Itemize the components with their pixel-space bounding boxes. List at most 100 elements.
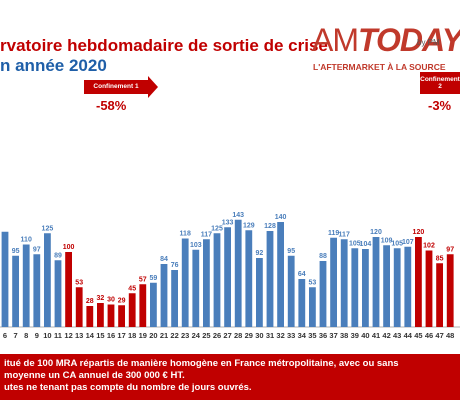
- x-tick-23: 23: [181, 331, 189, 340]
- x-tick-15: 15: [96, 331, 104, 340]
- logo-by-label: by PM: [417, 38, 440, 47]
- bar-label-week-30: 92: [256, 250, 264, 257]
- x-tick-39: 39: [351, 331, 359, 340]
- footer-note: itué de 100 MRA répartis de manière homo…: [0, 354, 460, 400]
- page-title: rvatoire hebdomadaire de sortie de crise: [0, 36, 328, 55]
- x-tick-26: 26: [213, 331, 221, 340]
- bar-week-7: [12, 255, 19, 327]
- bar-week-10: [44, 233, 51, 327]
- bar-label-week-37: 119: [328, 230, 339, 237]
- footer-line-2: moyenne un CA annuel de 300 000 € HT.: [4, 370, 185, 381]
- bar-label-week-44: 107: [402, 239, 414, 246]
- x-tick-41: 41: [372, 331, 380, 340]
- logo-tagline: L'AFTERMARKET À LA SOURCE: [313, 62, 446, 72]
- bar-label-week-14: 28: [86, 298, 94, 305]
- bar-week-15: [97, 303, 104, 327]
- x-tick-8: 8: [24, 331, 28, 340]
- bar-week-31: [266, 231, 274, 327]
- bar-label-week-24: 103: [190, 242, 202, 249]
- x-tick-44: 44: [404, 331, 413, 340]
- bar-label-week-23: 118: [180, 231, 191, 238]
- bar-label-week-34: 64: [298, 271, 306, 278]
- bar-label-week-29: 129: [243, 222, 255, 229]
- bar-label-week-45: 120: [413, 229, 425, 236]
- x-tick-32: 32: [276, 331, 284, 340]
- x-tick-38: 38: [340, 331, 348, 340]
- bar-week-11: [54, 260, 62, 327]
- logo-am: AM: [312, 22, 359, 58]
- bar-week-20: [150, 282, 157, 327]
- x-tick-12: 12: [64, 331, 72, 340]
- bar-label-week-8: 110: [21, 237, 32, 244]
- x-tick-20: 20: [149, 331, 157, 340]
- x-tick-30: 30: [255, 331, 263, 340]
- x-tick-28: 28: [234, 331, 242, 340]
- x-tick-6: 6: [3, 331, 7, 340]
- bar-week-41: [372, 237, 380, 327]
- bar-week-17: [118, 305, 125, 327]
- bar-week-34: [298, 279, 306, 327]
- x-tick-10: 10: [43, 331, 51, 340]
- x-tick-43: 43: [393, 331, 401, 340]
- bar-week-48: [446, 254, 454, 327]
- bar-label-week-31: 128: [264, 223, 276, 230]
- bar-label-week-28: 143: [232, 212, 244, 219]
- bar-week-30: [256, 258, 263, 327]
- confinement-1-label: Confinement 1: [93, 83, 139, 91]
- x-tick-14: 14: [86, 331, 95, 340]
- bar-label-week-12: 100: [63, 244, 75, 251]
- bar-week-25: [203, 239, 210, 327]
- bar-week-35: [309, 287, 316, 327]
- bar-week-16: [107, 304, 115, 327]
- bar-label-week-32: 140: [275, 214, 287, 221]
- page-subtitle: n année 2020: [0, 56, 107, 75]
- x-tick-17: 17: [117, 331, 125, 340]
- bar-week-46: [425, 250, 433, 327]
- x-tick-18: 18: [128, 331, 136, 340]
- logo-today: TODAY: [358, 22, 460, 58]
- bar-label-week-21: 84: [160, 256, 168, 263]
- bar-week-14: [86, 306, 94, 327]
- bar-week-22: [171, 270, 178, 327]
- bar-week-27: [224, 227, 231, 327]
- bar-week-33: [287, 255, 295, 327]
- bar-label-week-48: 97: [446, 246, 454, 253]
- bar-week-44: [404, 246, 412, 327]
- bar-week-45: [415, 237, 422, 327]
- x-tick-16: 16: [107, 331, 115, 340]
- confinement-1-arrow: Confinement 1: [84, 80, 148, 94]
- bar-week-36: [319, 261, 327, 327]
- confinement-2-percent: -3%: [428, 98, 452, 113]
- x-tick-46: 46: [425, 331, 433, 340]
- x-tick-22: 22: [170, 331, 178, 340]
- bar-label-week-43: 105: [391, 240, 403, 247]
- bar-label-week-47: 85: [436, 255, 444, 262]
- bar-week-6: [1, 231, 9, 327]
- bar-label-week-39: 105: [349, 240, 361, 247]
- x-tick-29: 29: [245, 331, 253, 340]
- bar-label-week-11: 89: [54, 252, 62, 259]
- x-tick-13: 13: [75, 331, 83, 340]
- bar-chart: 6 95 7 110 8 97 9 125 10 89 11 100 12 53 13 28 14 32 15 30 1…: [0, 212, 460, 340]
- bar-week-43: [393, 248, 401, 327]
- confinement-2-label: Confinement 2: [420, 75, 460, 90]
- bar-week-18: [128, 293, 136, 327]
- x-tick-48: 48: [446, 331, 454, 340]
- bar-week-19: [139, 284, 147, 327]
- bar-label-week-27: 133: [222, 219, 234, 226]
- bar-week-40: [362, 249, 369, 327]
- bar-label-week-26: 125: [211, 225, 223, 232]
- bar-label-week-38: 117: [339, 231, 350, 238]
- bar-label-week-7: 95: [12, 248, 20, 255]
- bar-week-32: [277, 222, 284, 327]
- x-tick-47: 47: [435, 331, 443, 340]
- x-tick-34: 34: [298, 331, 307, 340]
- bar-label-week-25: 117: [201, 231, 212, 238]
- confinement-2-arrow: Confinement 2: [420, 72, 460, 94]
- bar-week-26: [213, 233, 221, 327]
- bar-week-42: [383, 245, 390, 327]
- bar-label-week-20: 59: [150, 275, 158, 282]
- bar-label-week-9: 97: [33, 246, 41, 253]
- bar-label-week-10: 125: [42, 225, 54, 232]
- bar-week-13: [75, 287, 83, 327]
